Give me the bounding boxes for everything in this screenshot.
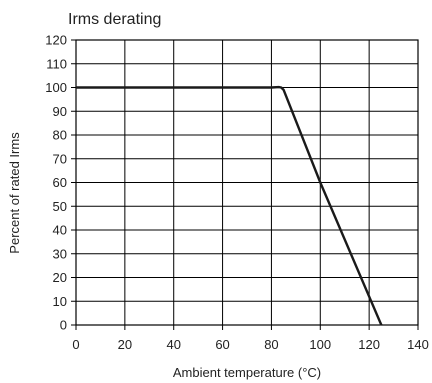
y-axis-ticks: 0 10 20 30 40 50 60 70 80 90 100 110 120 xyxy=(45,33,76,333)
y-tick-label-10: 100 xyxy=(45,80,67,95)
y-axis-label: Percent of rated Irms xyxy=(7,132,22,254)
y-tick-label-9: 90 xyxy=(53,104,67,119)
x-tick-label-2: 40 xyxy=(166,337,180,352)
x-axis-label: Ambient temperature (°C) xyxy=(173,365,321,380)
y-tick-label-3: 30 xyxy=(53,246,67,261)
x-tick-label-7: 140 xyxy=(407,337,429,352)
y-tick-label-1: 10 xyxy=(53,294,67,309)
x-tick-label-4: 80 xyxy=(264,337,278,352)
x-tick-label-0: 0 xyxy=(72,337,79,352)
x-tick-label-5: 100 xyxy=(309,337,331,352)
y-tick-label-4: 40 xyxy=(53,223,67,238)
y-tick-label-5: 50 xyxy=(53,199,67,214)
y-tick-label-0: 0 xyxy=(60,318,67,333)
y-tick-label-7: 70 xyxy=(53,151,67,166)
x-axis-ticks: 0 20 40 60 80 100 120 140 xyxy=(72,325,429,352)
y-tick-label-8: 80 xyxy=(53,128,67,143)
grid-lines xyxy=(75,39,419,326)
x-tick-label-1: 20 xyxy=(118,337,132,352)
chart-title: Irms derating xyxy=(68,11,161,28)
y-tick-label-6: 60 xyxy=(53,175,67,190)
y-tick-label-2: 20 xyxy=(53,270,67,285)
derating-curve xyxy=(76,85,383,326)
y-tick-label-11: 110 xyxy=(46,56,67,71)
y-tick-label-12: 120 xyxy=(45,33,67,48)
x-tick-label-6: 120 xyxy=(358,337,380,352)
x-tick-label-3: 60 xyxy=(215,337,229,352)
